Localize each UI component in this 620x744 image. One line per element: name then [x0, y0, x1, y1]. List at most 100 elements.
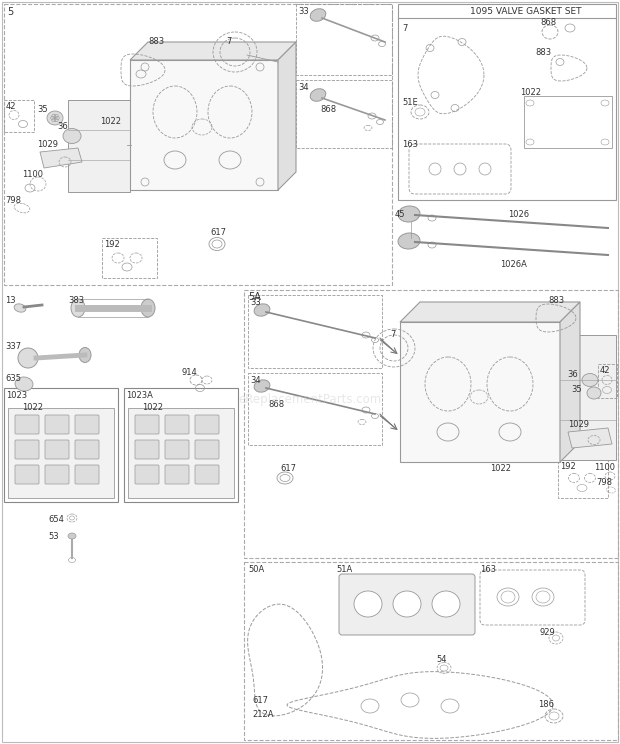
Text: 36: 36	[57, 122, 68, 131]
Text: 7: 7	[226, 37, 231, 46]
Text: 1022: 1022	[142, 403, 163, 412]
Text: 51E: 51E	[402, 98, 418, 107]
Text: 34: 34	[250, 376, 260, 385]
Ellipse shape	[18, 348, 38, 368]
Text: 868: 868	[268, 400, 284, 409]
Ellipse shape	[432, 591, 460, 617]
Text: 635: 635	[5, 374, 21, 383]
Text: 51A: 51A	[336, 565, 352, 574]
Text: 33: 33	[250, 298, 261, 307]
Polygon shape	[560, 302, 580, 462]
Polygon shape	[40, 148, 82, 168]
Polygon shape	[130, 42, 296, 60]
Text: 868: 868	[540, 18, 556, 27]
Text: 1026A: 1026A	[500, 260, 527, 269]
Text: 883: 883	[548, 296, 564, 305]
Text: 7: 7	[402, 24, 407, 33]
Text: 45: 45	[395, 210, 405, 219]
Text: 42: 42	[6, 102, 17, 111]
Polygon shape	[8, 408, 114, 498]
Text: 383: 383	[68, 296, 84, 305]
Text: 654: 654	[48, 515, 64, 524]
Text: 163: 163	[402, 140, 418, 149]
Text: 1023A: 1023A	[126, 391, 153, 400]
Text: 1029: 1029	[37, 140, 58, 149]
Text: 35: 35	[37, 105, 48, 114]
FancyBboxPatch shape	[15, 440, 39, 459]
Text: 35: 35	[571, 385, 582, 394]
Ellipse shape	[254, 380, 270, 392]
Polygon shape	[400, 302, 580, 322]
Ellipse shape	[310, 89, 326, 101]
Ellipse shape	[14, 304, 26, 312]
Text: 1026: 1026	[508, 210, 529, 219]
Text: 914: 914	[182, 368, 198, 377]
FancyBboxPatch shape	[135, 440, 159, 459]
Text: 1023: 1023	[6, 391, 27, 400]
FancyBboxPatch shape	[75, 465, 99, 484]
Ellipse shape	[398, 206, 420, 222]
Text: 1100: 1100	[594, 463, 615, 472]
Text: 36: 36	[567, 370, 578, 379]
Ellipse shape	[15, 377, 33, 391]
FancyBboxPatch shape	[339, 574, 475, 635]
Ellipse shape	[398, 233, 420, 249]
FancyBboxPatch shape	[195, 465, 219, 484]
FancyBboxPatch shape	[195, 440, 219, 459]
FancyBboxPatch shape	[165, 465, 189, 484]
Text: 883: 883	[148, 37, 164, 46]
Polygon shape	[130, 60, 278, 190]
Ellipse shape	[582, 373, 598, 386]
Ellipse shape	[79, 347, 91, 362]
Text: 617: 617	[210, 228, 226, 237]
Text: 186: 186	[538, 700, 554, 709]
Polygon shape	[560, 335, 616, 460]
Text: 54: 54	[436, 655, 446, 664]
Text: 617: 617	[280, 464, 296, 473]
Text: 617: 617	[252, 696, 268, 705]
Polygon shape	[278, 42, 296, 190]
FancyBboxPatch shape	[135, 415, 159, 434]
Text: 337: 337	[5, 342, 21, 351]
Polygon shape	[400, 322, 560, 462]
Text: 53: 53	[48, 532, 59, 541]
Text: 868: 868	[320, 105, 336, 114]
Text: 929: 929	[540, 628, 556, 637]
Ellipse shape	[141, 299, 155, 317]
FancyBboxPatch shape	[15, 465, 39, 484]
Ellipse shape	[310, 9, 326, 22]
Text: 163: 163	[480, 565, 496, 574]
FancyBboxPatch shape	[75, 440, 99, 459]
Text: 5A: 5A	[248, 292, 261, 302]
Text: 5: 5	[7, 7, 13, 17]
FancyBboxPatch shape	[45, 465, 69, 484]
FancyBboxPatch shape	[45, 415, 69, 434]
Text: 34: 34	[298, 83, 309, 92]
Text: 7: 7	[390, 330, 396, 339]
Polygon shape	[68, 100, 130, 192]
Text: 1022: 1022	[520, 88, 541, 97]
Ellipse shape	[47, 111, 63, 125]
Text: 883: 883	[535, 48, 551, 57]
Text: 192: 192	[560, 462, 576, 471]
FancyBboxPatch shape	[75, 415, 99, 434]
Ellipse shape	[63, 129, 81, 144]
Polygon shape	[568, 428, 612, 448]
Text: 798: 798	[596, 478, 612, 487]
Ellipse shape	[587, 387, 601, 399]
Ellipse shape	[254, 304, 270, 316]
FancyBboxPatch shape	[165, 415, 189, 434]
Text: 13: 13	[5, 296, 16, 305]
Text: 1095 VALVE GASKET SET: 1095 VALVE GASKET SET	[470, 7, 582, 16]
FancyBboxPatch shape	[165, 440, 189, 459]
Ellipse shape	[68, 533, 76, 539]
FancyBboxPatch shape	[195, 415, 219, 434]
FancyBboxPatch shape	[15, 415, 39, 434]
FancyBboxPatch shape	[135, 465, 159, 484]
Text: 798: 798	[5, 196, 21, 205]
Text: 192: 192	[104, 240, 120, 249]
Text: 42: 42	[600, 366, 611, 375]
Polygon shape	[128, 408, 234, 498]
Text: 33: 33	[298, 7, 309, 16]
Text: 1029: 1029	[568, 420, 589, 429]
